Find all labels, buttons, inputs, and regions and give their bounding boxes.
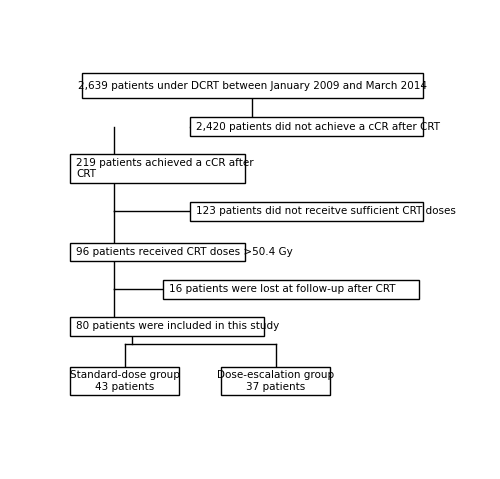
FancyBboxPatch shape (163, 280, 419, 299)
FancyBboxPatch shape (70, 317, 264, 336)
Text: Standard-dose group
43 patients: Standard-dose group 43 patients (70, 370, 180, 392)
FancyBboxPatch shape (190, 202, 423, 221)
Text: 2,420 patients did not achieve a cCR after CRT: 2,420 patients did not achieve a cCR aft… (196, 122, 440, 132)
Text: 96 patients received CRT doses >50.4 Gy: 96 patients received CRT doses >50.4 Gy (76, 247, 293, 257)
Text: 219 patients achieved a cCR after
CRT: 219 patients achieved a cCR after CRT (76, 158, 254, 179)
FancyBboxPatch shape (190, 117, 423, 136)
FancyBboxPatch shape (222, 367, 330, 395)
Text: 80 patients were included in this study: 80 patients were included in this study (76, 321, 280, 331)
Text: 2,639 patients under DCRT between January 2009 and March 2014: 2,639 patients under DCRT between Januar… (78, 80, 427, 91)
FancyBboxPatch shape (70, 242, 244, 261)
Text: Dose-escalation group
37 patients: Dose-escalation group 37 patients (217, 370, 334, 392)
FancyBboxPatch shape (70, 367, 179, 395)
FancyBboxPatch shape (82, 73, 423, 98)
FancyBboxPatch shape (70, 154, 244, 182)
Text: 123 patients did not receitve sufficient CRT doses: 123 patients did not receitve sufficient… (196, 206, 456, 216)
Text: 16 patients were lost at follow-up after CRT: 16 patients were lost at follow-up after… (169, 285, 396, 295)
